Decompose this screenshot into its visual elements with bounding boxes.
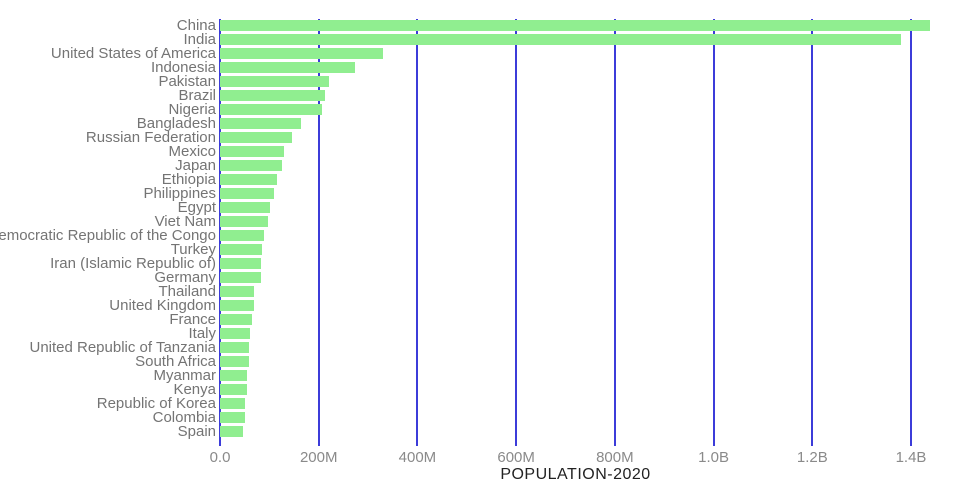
y-label-russian-federation: Russian Federation: [85, 129, 216, 146]
y-label-republic-of-korea: Republic of Korea: [96, 395, 216, 412]
x-tick-label-1.0B: 1.0B: [698, 449, 729, 466]
y-label-iran-islamic-republic-of-: Iran (Islamic Republic of): [50, 255, 216, 272]
gridline-800M: [613, 19, 616, 446]
bar-bangladesh: [220, 118, 302, 129]
y-label-mexico: Mexico: [168, 143, 216, 160]
gridline-200M: [317, 19, 320, 446]
y-label-turkey: Turkey: [170, 241, 216, 258]
gridline-1.0B: [712, 19, 715, 446]
bar-myanmar: [220, 370, 247, 381]
bar-ethiopia: [220, 174, 277, 185]
bar-philippines: [220, 188, 275, 199]
y-label-pakistan: Pakistan: [158, 73, 216, 90]
y-label-viet-nam: Viet Nam: [154, 213, 216, 230]
x-tick-label-0.0: 0.0: [209, 449, 231, 466]
x-tick-label-1.4B: 1.4B: [895, 449, 927, 466]
y-label-myanmar: Myanmar: [153, 367, 216, 384]
y-label-kenya: Kenya: [173, 381, 216, 398]
y-label-france: France: [169, 311, 216, 328]
bar-kenya: [220, 384, 247, 395]
bar-pakistan: [220, 76, 330, 87]
y-label-japan: Japan: [175, 157, 216, 174]
y-label-italy: Italy: [188, 325, 216, 342]
bar-democratic-republic-of-the-congo: [220, 230, 265, 241]
gridline-400M: [416, 19, 419, 446]
y-label-egypt: Egypt: [177, 199, 216, 216]
y-label-colombia: Colombia: [152, 409, 216, 426]
y-label-united-states-of-america: United States of America: [50, 45, 216, 62]
y-label-brazil: Brazil: [178, 87, 216, 104]
y-label-spain: Spain: [177, 423, 216, 440]
bar-brazil: [220, 90, 325, 101]
bar-turkey: [220, 244, 262, 255]
bar-india: [220, 34, 902, 45]
x-tick-label-800M: 800M: [596, 449, 634, 466]
y-label-thailand: Thailand: [158, 283, 216, 300]
y-label-indonesia: Indonesia: [150, 59, 216, 76]
bar-egypt: [220, 202, 271, 213]
x-tick-label-600M: 600M: [497, 449, 535, 466]
bar-japan: [220, 160, 283, 171]
bar-united-republic-of-tanzania: [220, 342, 250, 353]
y-label-germany: Germany: [154, 269, 216, 286]
y-label-democratic-republic-of-the-congo: Democratic Republic of the Congo: [0, 227, 216, 244]
bar-mexico: [220, 146, 284, 157]
bar-nigeria: [220, 104, 322, 115]
y-label-china: China: [176, 17, 216, 34]
x-tick-label-1.2B: 1.2B: [796, 449, 828, 466]
y-label-philippines: Philippines: [143, 185, 216, 202]
y-label-united-republic-of-tanzania: United Republic of Tanzania: [29, 339, 216, 356]
bar-united-states-of-america: [220, 48, 384, 59]
bar-russian-federation: [220, 132, 292, 143]
y-label-india: India: [183, 31, 216, 48]
x-tick-label-400M: 400M: [398, 449, 437, 466]
bar-thailand: [220, 286, 255, 297]
y-label-south-africa: South Africa: [135, 353, 216, 370]
y-label-bangladesh: Bangladesh: [136, 115, 216, 132]
bar-france: [220, 314, 253, 325]
bar-italy: [220, 328, 250, 339]
bar-south-africa: [220, 356, 250, 367]
gridline-1.2B: [811, 19, 814, 446]
bar-spain: [220, 426, 244, 437]
y-label-nigeria: Nigeria: [168, 101, 216, 118]
bar-germany: [220, 272, 262, 283]
bar-iran-islamic-republic-of-: [220, 258, 262, 269]
bar-colombia: [220, 412, 246, 423]
bar-indonesia: [220, 62, 355, 73]
bar-viet-nam: [220, 216, 269, 227]
gridline-600M: [515, 19, 518, 446]
gridline-1.4B: [910, 19, 912, 446]
bar-republic-of-korea: [220, 398, 246, 409]
bar-united-kingdom: [220, 300, 254, 311]
x-tick-label-200M: 200M: [299, 449, 338, 466]
x-axis-title: POPULATION-2020: [500, 466, 651, 483]
plot-area: 0.0 200M 400M 600M 800M 1.0B 1.2B 1.4B: [210, 19, 931, 466]
bar-china: [220, 20, 931, 31]
y-label-united-kingdom: United Kingdom: [109, 297, 216, 314]
y-label-ethiopia: Ethiopia: [161, 171, 216, 188]
